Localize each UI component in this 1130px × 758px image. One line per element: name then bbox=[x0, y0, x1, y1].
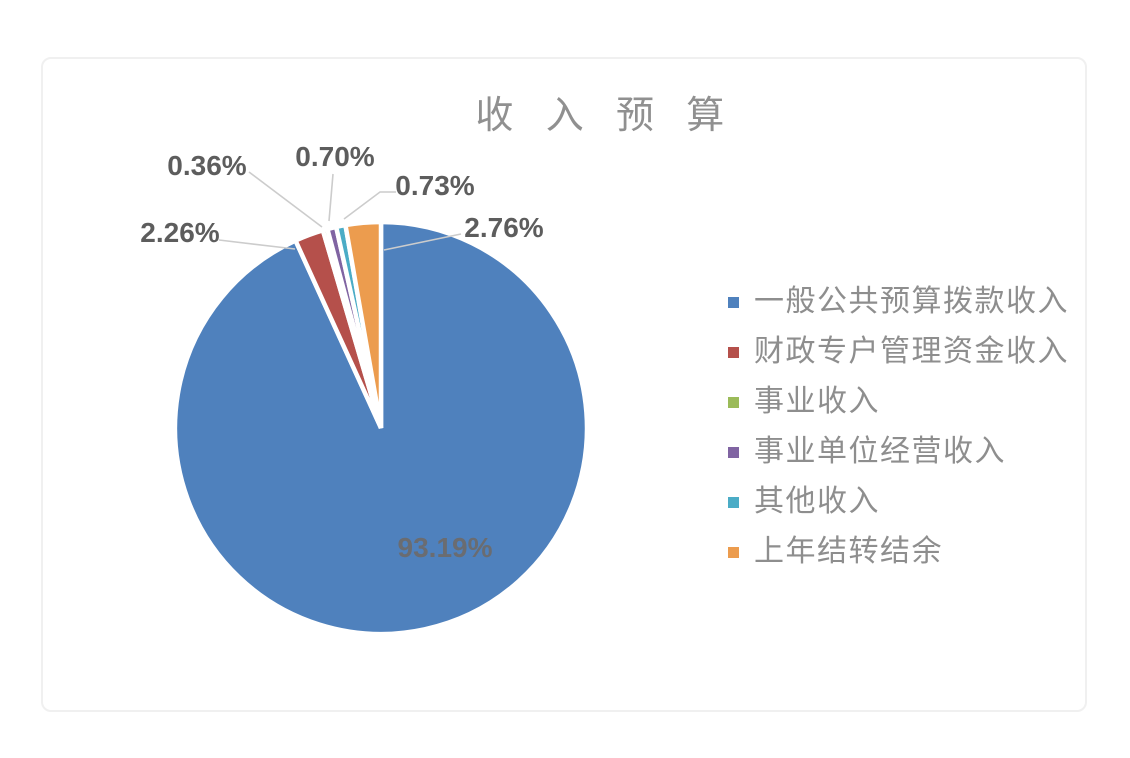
data-label: 2.76% bbox=[464, 212, 544, 243]
data-label: 2.26% bbox=[140, 217, 220, 248]
legend-label: 其他收入 bbox=[754, 485, 880, 518]
legend-swatch-icon bbox=[728, 546, 739, 558]
legend-label: 事业收入 bbox=[754, 385, 880, 418]
legend-swatch-icon bbox=[728, 296, 739, 308]
leader-line-1 bbox=[248, 171, 323, 228]
pie-slice-5[interactable] bbox=[342, 219, 384, 429]
legend-item-business-unit-operating-income[interactable]: 事业单位经营收入 bbox=[728, 427, 1069, 477]
legend-swatch-icon bbox=[728, 346, 739, 358]
legend: 一般公共预算拨款收入 财政专户管理资金收入 事业收入 事业单位经营收入 其他收入… bbox=[728, 277, 1069, 577]
data-label: 93.19% bbox=[397, 532, 493, 563]
data-label: 0.73% bbox=[395, 170, 475, 201]
legend-item-business-income[interactable]: 事业收入 bbox=[728, 377, 1069, 427]
legend-label: 事业单位经营收入 bbox=[754, 435, 1006, 468]
legend-label: 一般公共预算拨款收入 bbox=[754, 285, 1069, 318]
leader-line-4 bbox=[383, 233, 462, 251]
chart-title: 收入预算 bbox=[475, 95, 757, 137]
legend-item-carryover-from-previous-year[interactable]: 上年结转结余 bbox=[728, 527, 1069, 577]
legend-label: 上年结转结余 bbox=[754, 535, 943, 568]
legend-swatch-icon bbox=[728, 396, 739, 408]
leader-line-3 bbox=[343, 191, 396, 220]
legend-item-general-public-budget[interactable]: 一般公共预算拨款收入 bbox=[728, 277, 1069, 327]
data-label: 0.36% bbox=[167, 150, 247, 181]
data-label: 0.70% bbox=[295, 141, 375, 172]
legend-item-fiscal-account-funds[interactable]: 财政专户管理资金收入 bbox=[728, 327, 1069, 377]
legend-label: 财政专户管理资金收入 bbox=[754, 335, 1069, 368]
legend-swatch-icon bbox=[728, 446, 739, 458]
leader-line-2 bbox=[328, 173, 334, 222]
legend-item-other-income[interactable]: 其他收入 bbox=[728, 477, 1069, 527]
legend-swatch-icon bbox=[728, 496, 739, 508]
leader-line-0 bbox=[218, 239, 296, 250]
